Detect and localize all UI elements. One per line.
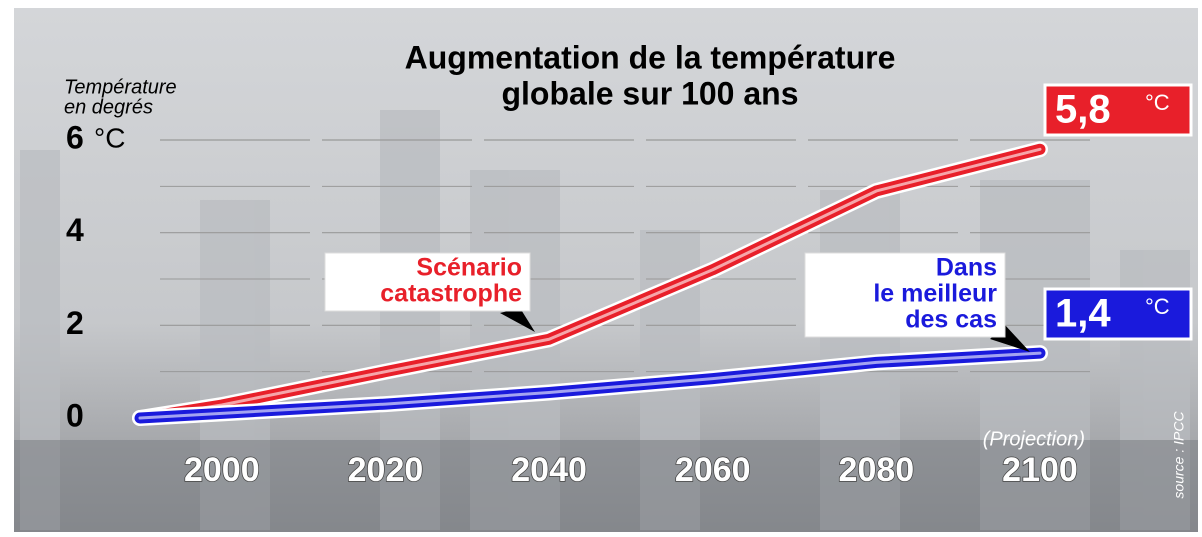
- y-tick-label: 6: [66, 119, 84, 155]
- legend-box: [804, 252, 1006, 338]
- y-axis-label: Température: [64, 76, 177, 98]
- y-tick-label: 2: [66, 305, 84, 341]
- y-axis-label: en degrés: [64, 96, 153, 118]
- annotation: (Projection): [983, 428, 1085, 450]
- end-label-box: [1043, 83, 1193, 137]
- end-unit: °C: [1145, 294, 1170, 319]
- ground: [14, 440, 1198, 532]
- legend-label: Dans: [936, 254, 997, 282]
- y-tick-label: 4: [66, 212, 84, 248]
- x-tick-label: 2000: [184, 451, 260, 489]
- x-tick-label: 2060: [675, 451, 751, 489]
- legend-label: Scénario: [416, 254, 522, 282]
- x-tick-label: 2040: [511, 451, 587, 489]
- pointer: [500, 308, 535, 332]
- legend-label: des cas: [905, 306, 997, 334]
- y-tick-label: 0: [66, 397, 84, 433]
- end-unit: °C: [1145, 90, 1170, 115]
- end-label: 1,4: [1055, 292, 1111, 336]
- y-unit-label: °C: [94, 122, 125, 153]
- chart-title: Augmentation de la température: [405, 39, 896, 75]
- source: source : IPCC: [1171, 411, 1187, 499]
- end-label-box: [1043, 287, 1193, 341]
- legend-box: [324, 252, 531, 312]
- line-highlight: [138, 147, 1042, 420]
- end-label: 5,8: [1055, 88, 1111, 132]
- line-highlight: [138, 351, 1042, 420]
- legend-label: catastrophe: [380, 280, 522, 308]
- x-tick-label: 2100: [1002, 451, 1078, 489]
- x-tick-label: 2020: [348, 451, 424, 489]
- chart-title: globale sur 100 ans: [501, 75, 798, 111]
- x-tick-label: 2080: [839, 451, 915, 489]
- legend-label: le meilleur: [873, 280, 997, 308]
